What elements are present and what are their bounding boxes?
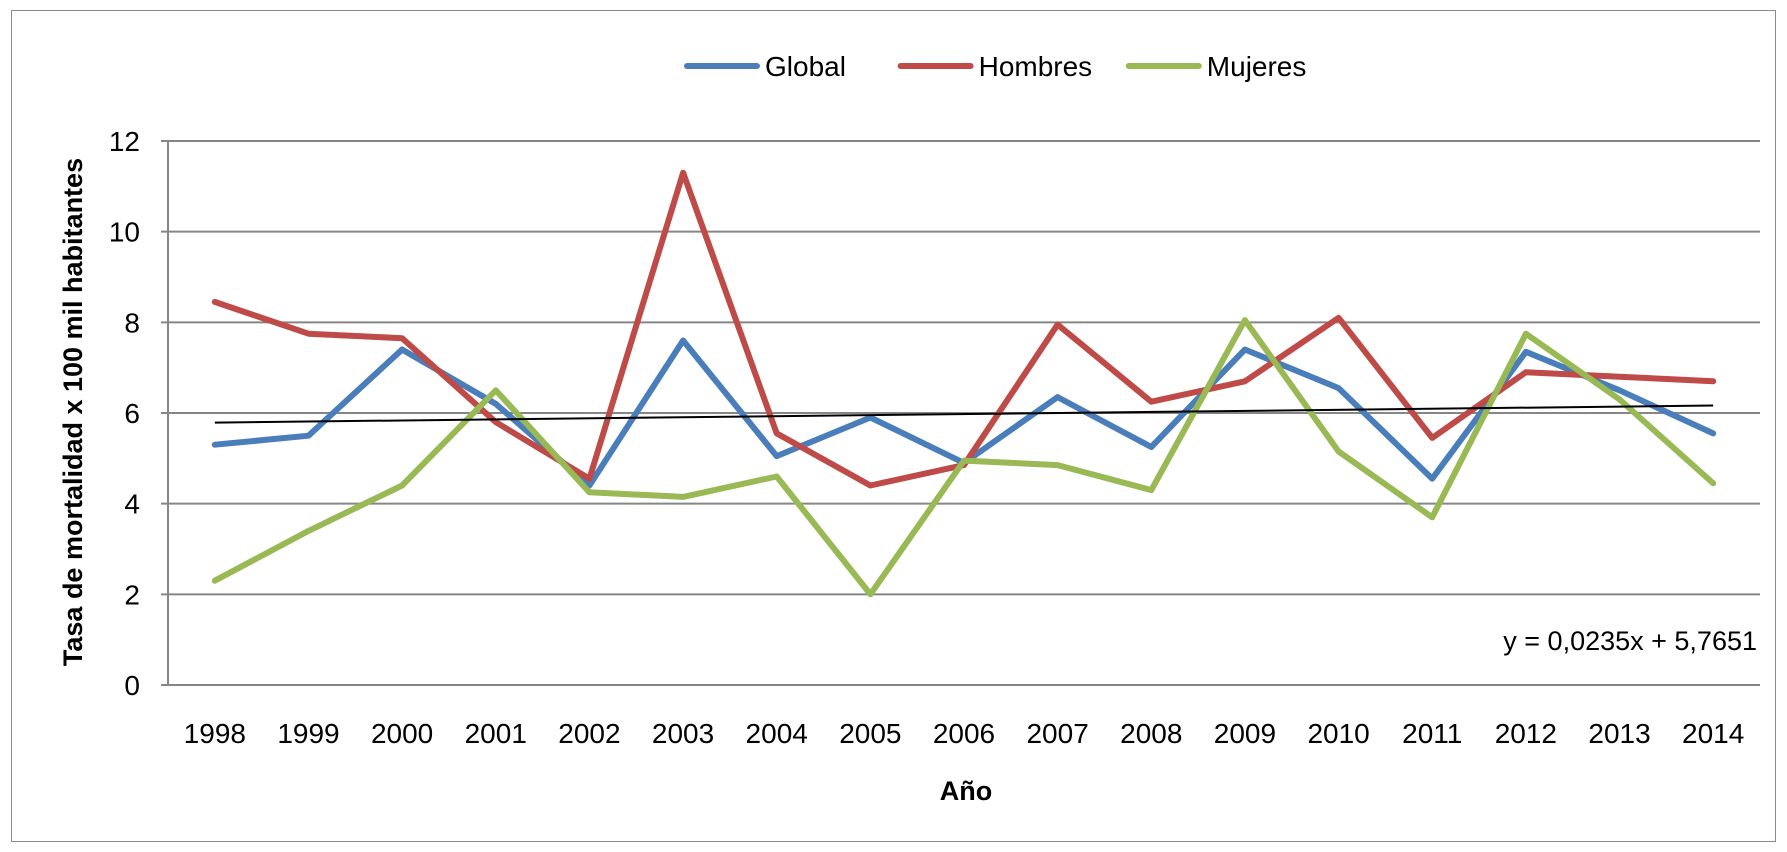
- x-tick-labels: 1998 1999 2000 2001 2002 2003 2004 2005 2006 2007…: [184, 718, 1745, 749]
- x-tick-label: 2008: [1120, 718, 1182, 749]
- trendline: [214, 404, 1714, 424]
- y-tick-label: 6: [124, 398, 140, 429]
- x-tick-label: 2003: [652, 718, 714, 749]
- y-axis-label: Tasa de mortalidad x 100 mil habitantes: [58, 158, 88, 666]
- x-tick-label: 1998: [184, 718, 246, 749]
- y-tick-label: 2: [124, 579, 140, 610]
- trendline-equation: y = 0,0235x + 5,7651: [1503, 626, 1757, 656]
- gridlines: [161, 140, 1760, 686]
- x-tick-label: 2004: [746, 718, 808, 749]
- legend-label-global: Global: [765, 51, 846, 82]
- x-tick-label: 2000: [371, 718, 433, 749]
- x-tick-label: 2011: [1402, 718, 1462, 749]
- series-lines: [211, 169, 1717, 598]
- x-axis-label: Año: [940, 776, 992, 806]
- x-tick-label: 2002: [558, 718, 620, 749]
- series-line-mujeres: [211, 317, 1717, 598]
- x-tick-label: 2005: [839, 718, 901, 749]
- y-tick-label: 4: [124, 489, 140, 520]
- legend-label-mujeres: Mujeres: [1207, 51, 1307, 82]
- x-tick-label: 2010: [1307, 718, 1369, 749]
- trendline-group: [214, 404, 1714, 424]
- series-line-hombres: [211, 169, 1717, 489]
- x-tick-label: 2006: [933, 718, 995, 749]
- legend: Global Hombres Mujeres: [684, 51, 1307, 82]
- y-tick-label: 10: [109, 217, 140, 248]
- x-tick-label: 2001: [465, 718, 527, 749]
- y-tick-label: 0: [124, 670, 140, 701]
- x-tick-label: 2007: [1026, 718, 1088, 749]
- x-tick-label: 2009: [1214, 718, 1276, 749]
- y-tick-label: 8: [124, 307, 140, 338]
- x-tick-label: 2012: [1495, 718, 1557, 749]
- y-tick-labels: 0 2 4 6 8 10 12: [109, 126, 140, 701]
- x-tick-label: 2014: [1682, 718, 1744, 749]
- y-tick-label: 12: [109, 126, 140, 157]
- x-tick-label: 2013: [1588, 718, 1650, 749]
- legend-label-hombres: Hombres: [979, 51, 1093, 82]
- x-tick-label: 1999: [277, 718, 339, 749]
